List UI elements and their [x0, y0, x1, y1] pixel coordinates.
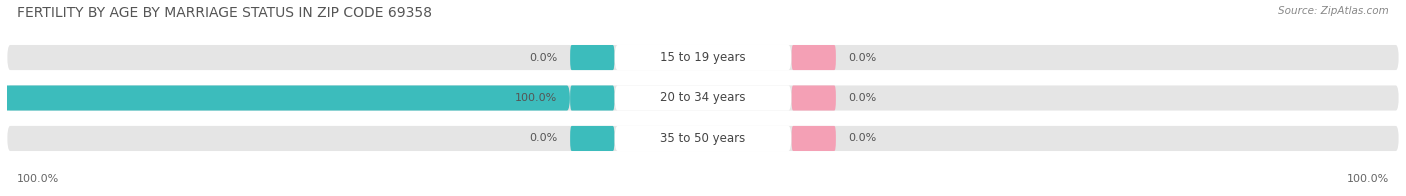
Text: 35 to 50 years: 35 to 50 years: [661, 132, 745, 145]
FancyBboxPatch shape: [7, 45, 1399, 70]
Text: 0.0%: 0.0%: [529, 53, 558, 63]
FancyBboxPatch shape: [614, 85, 792, 111]
Text: 0.0%: 0.0%: [849, 133, 877, 143]
FancyBboxPatch shape: [7, 85, 1399, 111]
FancyBboxPatch shape: [571, 45, 614, 70]
Text: FERTILITY BY AGE BY MARRIAGE STATUS IN ZIP CODE 69358: FERTILITY BY AGE BY MARRIAGE STATUS IN Z…: [17, 6, 432, 20]
FancyBboxPatch shape: [571, 126, 614, 151]
Text: 100.0%: 100.0%: [1347, 174, 1389, 184]
FancyBboxPatch shape: [571, 85, 614, 111]
FancyBboxPatch shape: [792, 45, 835, 70]
Text: 0.0%: 0.0%: [849, 93, 877, 103]
Text: 0.0%: 0.0%: [849, 53, 877, 63]
FancyBboxPatch shape: [792, 85, 835, 111]
FancyBboxPatch shape: [0, 85, 571, 111]
Text: 0.0%: 0.0%: [529, 133, 558, 143]
FancyBboxPatch shape: [7, 126, 1399, 151]
FancyBboxPatch shape: [614, 45, 792, 70]
FancyBboxPatch shape: [792, 126, 835, 151]
Text: 15 to 19 years: 15 to 19 years: [661, 51, 745, 64]
Text: 20 to 34 years: 20 to 34 years: [661, 92, 745, 104]
Text: 100.0%: 100.0%: [17, 174, 59, 184]
Text: 100.0%: 100.0%: [515, 93, 558, 103]
Text: Source: ZipAtlas.com: Source: ZipAtlas.com: [1278, 6, 1389, 16]
FancyBboxPatch shape: [614, 126, 792, 151]
